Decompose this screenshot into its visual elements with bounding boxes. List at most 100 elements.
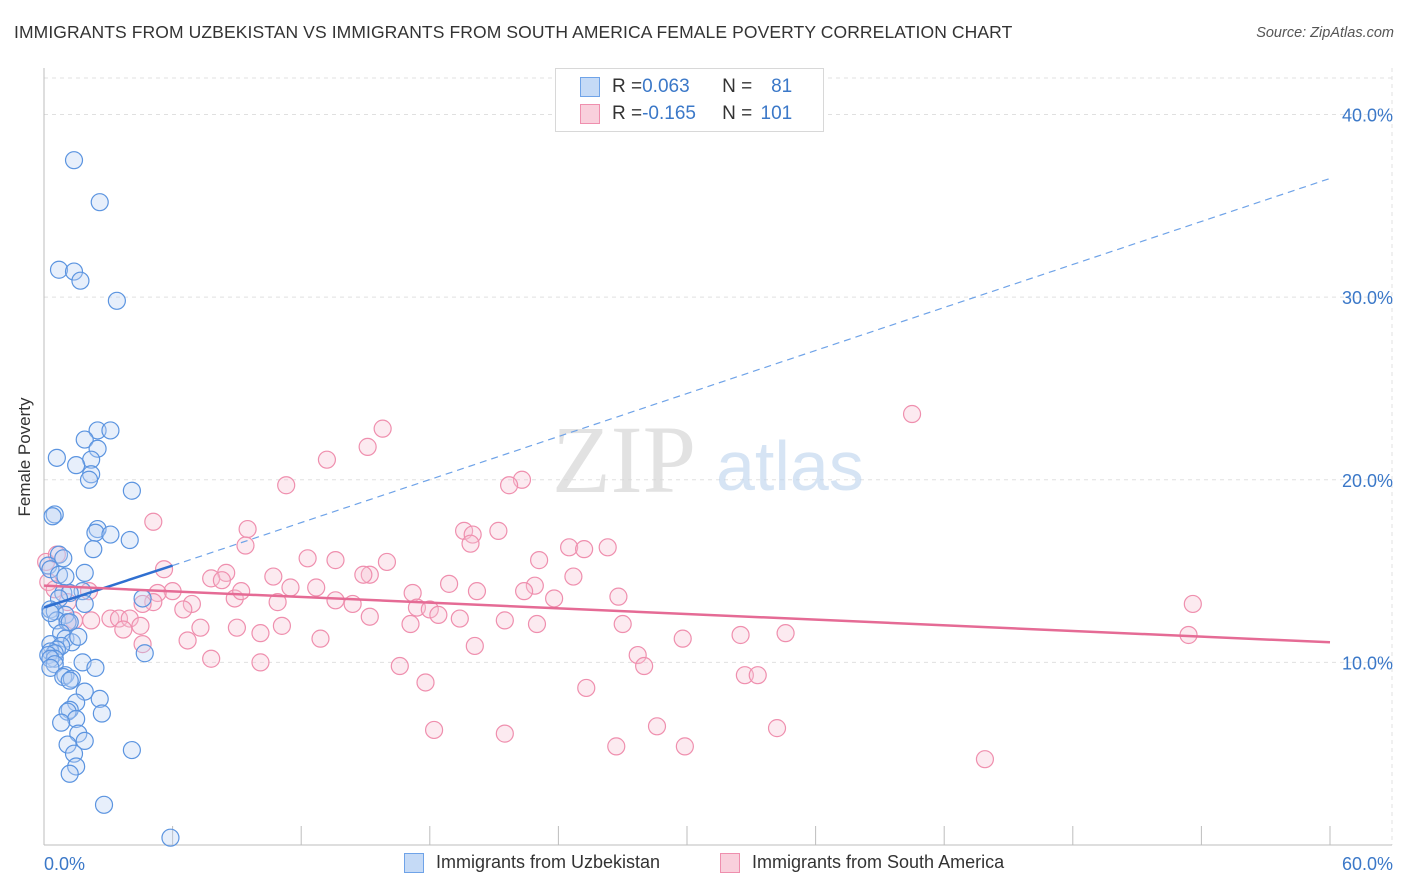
data-point [776,624,795,643]
legend-swatch-uzbekistan [580,77,600,97]
data-point [58,735,77,754]
data-point [251,624,270,643]
data-point [731,625,750,645]
data-point [64,262,84,281]
axes [43,68,1392,846]
data-point [390,656,409,676]
data-point [56,567,75,586]
data-point [47,448,66,467]
legend-row-uzbekistan: R = 0.063 N = 81 [580,75,792,99]
tick-labels: 10.0% 20.0% 30.0% 40.0% 0.0% 60.0% [44,106,1393,874]
data-point [429,605,448,625]
data-point [131,616,150,635]
data-point [264,567,283,586]
data-point [236,536,255,555]
data-point [598,538,617,557]
data-point [86,523,105,542]
data-point [86,658,105,677]
legend-swatch-south-america [580,104,600,124]
data-point [647,717,667,736]
series-legend: Immigrants from Uzbekistan Immigrants fr… [0,852,1406,878]
legend-n-value: 81 [771,76,793,97]
data-point [767,719,787,738]
data-point [94,795,114,814]
data-point [212,571,231,590]
data-point [135,644,154,663]
data-point [450,609,469,628]
legend-n-value: 101 [760,103,793,124]
y-tick-label: 30.0% [1342,288,1393,308]
data-point [326,591,345,610]
data-point [358,437,377,456]
data-point [90,689,109,709]
data-point [525,576,544,595]
data-point [360,565,379,584]
legend-r-value: -0.165 [642,103,696,124]
data-point [277,476,296,495]
data-point [902,404,922,424]
data-point [495,724,514,743]
chart-title: IMMIGRANTS FROM UZBEKISTAN VS IMMIGRANTS… [14,22,1013,42]
data-point [416,673,435,692]
data-point [564,567,583,586]
data-point [133,594,152,614]
legend-r-label: R = [612,103,643,124]
data-point [577,678,596,698]
data-point [75,594,94,614]
data-point [360,607,379,626]
data-point [317,450,337,469]
data-point [75,731,94,751]
data-point [281,578,300,597]
data-point [635,656,654,676]
data-point [527,614,547,634]
data-point [92,704,111,723]
data-point [298,549,317,568]
data-point [43,507,62,526]
data-point [75,430,94,449]
data-point [45,649,64,668]
data-point [311,629,330,648]
data-point [101,525,120,544]
data-point [401,614,420,634]
legend-swatch-uzbekistan [404,852,424,873]
data-point [628,645,647,665]
legend-label-south-america: Immigrants from South America [752,852,1005,872]
y-tick-label: 40.0% [1342,106,1393,126]
data-point [735,666,754,685]
data-point [114,620,133,639]
data-point [191,618,210,637]
y-tick-label: 20.0% [1342,471,1393,491]
legend-r-label: R = [612,76,643,97]
data-point [515,582,534,601]
data-point [49,565,69,584]
data-point [41,658,60,677]
watermark-atlas: atlas [716,427,864,505]
data-point [227,618,246,637]
data-point [52,713,71,732]
data-point [88,439,107,458]
data-point [489,521,508,540]
correlation-legend: R = 0.063 N = 81 R = -0.165 N = 101 [555,68,824,132]
legend-swatch-south-america [720,852,740,873]
x-tick-label: 0.0% [44,854,85,874]
data-point [133,589,152,608]
data-point [49,260,69,279]
data-point [975,750,995,769]
data-point [109,609,129,628]
data-point [60,671,79,690]
data-point [64,151,84,170]
legend-item-south-america[interactable]: Immigrants from South America [720,852,1004,873]
legend-item-uzbekistan[interactable]: Immigrants from Uzbekistan [404,852,660,873]
data-point [326,551,345,570]
y-axis-label: Female Poverty [15,397,34,517]
data-point [178,631,197,650]
data-point [354,565,373,584]
data-point [88,421,107,440]
data-point [748,666,767,685]
watermark-zip: ZIP [552,406,696,513]
data-point [675,737,694,756]
data-point [69,724,88,743]
data-point [251,653,270,672]
grid-lines [44,68,1393,845]
data-point [120,530,139,550]
